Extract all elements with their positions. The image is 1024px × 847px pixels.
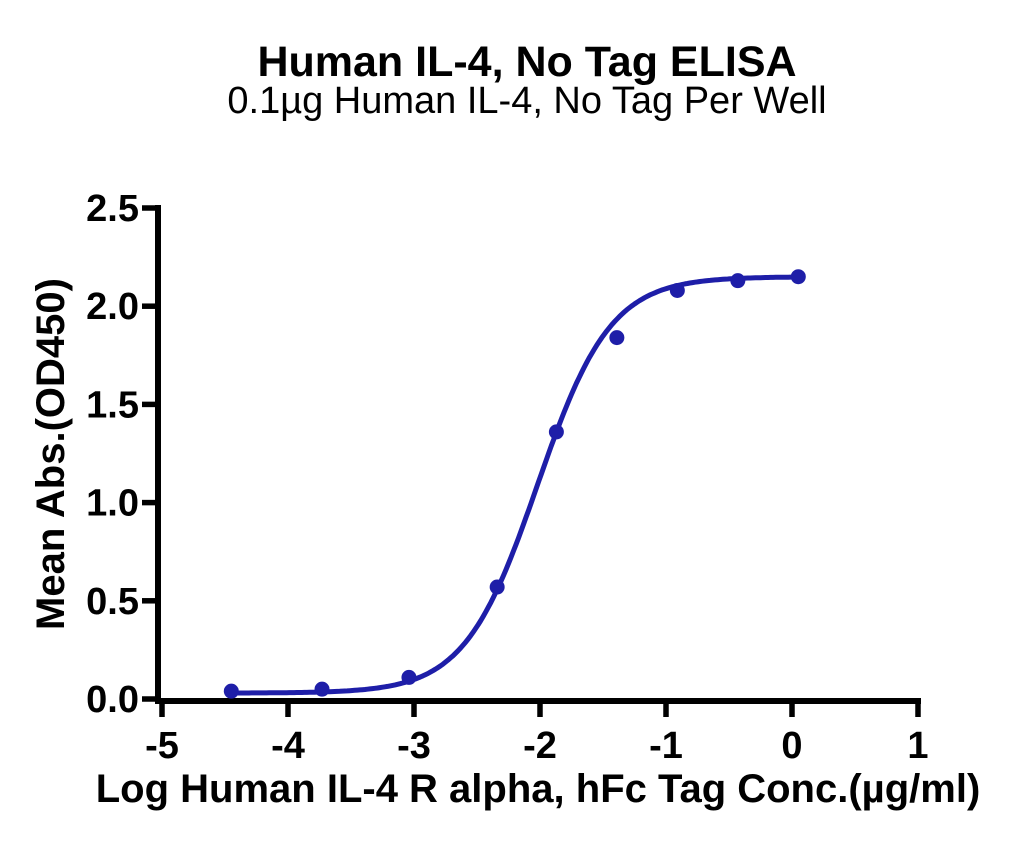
data-point — [223, 683, 239, 699]
x-tick-label: -5 — [145, 725, 179, 767]
chart-subtitle: 0.1µg Human IL-4, No Tag Per Well — [227, 80, 826, 122]
data-point — [669, 282, 685, 298]
y-tick-label: 2.0 — [86, 286, 139, 328]
x-tick-label: -4 — [271, 725, 305, 767]
data-point — [730, 273, 746, 289]
x-axis-title: Log Human IL-4 R alpha, hFc Tag Conc.(µg… — [96, 767, 981, 811]
data-point — [548, 424, 564, 440]
data-point — [489, 579, 505, 595]
data-point — [609, 330, 625, 346]
fit-curve — [228, 274, 801, 696]
y-tick-label: 2.5 — [86, 188, 139, 230]
y-tick-label: 0.0 — [86, 679, 139, 721]
data-point — [314, 681, 330, 697]
y-tick-label: 1.5 — [86, 384, 139, 426]
plot-area: -5 -4 -3 -2 -1 0 1 0.0 0.5 1.0 1.5 2.0 2.5 — [86, 188, 928, 767]
y-tick-label: 0.5 — [86, 581, 139, 623]
y-tick-label: 1.0 — [86, 483, 139, 525]
chart-title: Human IL-4, No Tag ELISA — [257, 38, 796, 86]
y-axis-title: Mean Abs.(OD450) — [29, 278, 73, 630]
data-point — [790, 269, 806, 285]
x-tick-label: -2 — [523, 725, 557, 767]
x-tick-label: -3 — [397, 725, 431, 767]
x-tick-label: 0 — [781, 725, 802, 767]
data-point — [401, 669, 417, 685]
x-tick-label: -1 — [649, 725, 683, 767]
x-tick-label: 1 — [907, 725, 928, 767]
